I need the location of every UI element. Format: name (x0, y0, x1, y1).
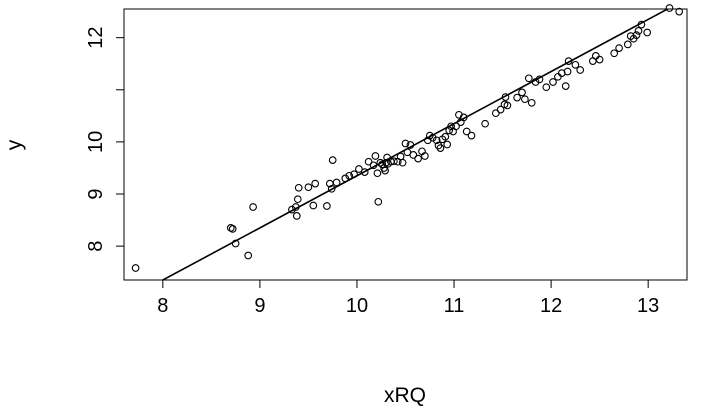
data-point (311, 179, 320, 188)
data-point (491, 109, 500, 118)
data-point (396, 152, 405, 161)
plot-frame (123, 8, 688, 281)
data-point (542, 83, 551, 92)
data-point (309, 201, 318, 210)
data-point (231, 239, 240, 248)
y-tick-label: 10 (85, 131, 107, 153)
data-point (501, 93, 510, 101)
data-point (610, 49, 619, 58)
x-axis-title: xRQ (384, 384, 426, 407)
x-tick-label: 8 (157, 295, 168, 317)
data-point (328, 156, 337, 164)
data-point (561, 82, 570, 90)
data-point (249, 203, 257, 211)
data-point (459, 113, 468, 122)
y-axis-title: y (3, 139, 26, 150)
x-tick-label: 9 (254, 295, 265, 317)
x-tick-label: 12 (540, 295, 562, 317)
data-point (414, 154, 422, 163)
data-point (376, 158, 385, 167)
data-point (643, 28, 652, 37)
x-tick-label: 13 (637, 295, 659, 317)
data-point (535, 75, 544, 84)
data-point (563, 67, 572, 76)
data-point (531, 78, 540, 86)
data-point (390, 157, 398, 166)
data-point (665, 4, 674, 12)
data-point (436, 144, 445, 152)
axes-layer: 8 9 10 11 12 13 8 9 10 12 (85, 27, 659, 317)
data-point (398, 158, 407, 167)
data-point (443, 140, 452, 149)
data-point (293, 195, 302, 204)
data-point (518, 88, 526, 97)
data-point (360, 168, 369, 176)
data-point (481, 119, 489, 128)
data-point (378, 160, 387, 169)
data-point (369, 161, 378, 170)
x-tick-label: 10 (346, 295, 368, 317)
data-point (527, 98, 536, 107)
data-point (462, 127, 471, 136)
data-point (554, 72, 562, 81)
data-point (576, 66, 585, 74)
data-point (467, 131, 476, 140)
data-point (131, 264, 140, 272)
data-point (524, 74, 533, 83)
data-point (382, 158, 390, 167)
data-point (291, 203, 300, 211)
data-point (421, 152, 429, 160)
x-tick-label: 11 (444, 295, 465, 317)
data-point (513, 93, 521, 102)
data-point (632, 31, 641, 39)
data-point (332, 178, 341, 187)
data-point (288, 205, 296, 214)
data-point (292, 212, 301, 220)
fit-line (161, 9, 670, 280)
data-point (452, 122, 460, 131)
data-point (244, 251, 253, 260)
data-point (228, 225, 237, 233)
data-point (406, 141, 415, 149)
data-point (428, 133, 437, 142)
data-point (373, 169, 382, 178)
y-tick-label: 9 (85, 188, 107, 199)
data-point (615, 44, 623, 52)
data-point (496, 105, 505, 114)
data-point (327, 184, 336, 193)
data-point (503, 101, 512, 110)
y-tick-label: 8 (85, 241, 107, 252)
data-point (549, 78, 557, 86)
data-point (591, 52, 600, 60)
data-point (294, 183, 303, 192)
data-point (432, 136, 441, 145)
data-point (675, 7, 684, 16)
data-point (447, 122, 455, 131)
data-point (381, 166, 389, 175)
data-point (595, 55, 604, 64)
fit-line-layer (161, 9, 670, 280)
data-point (374, 197, 383, 206)
data-point (634, 27, 643, 35)
data-point (445, 126, 454, 135)
data-point (564, 57, 573, 65)
data-point (323, 202, 331, 210)
y-tick-label: 12 (85, 27, 107, 49)
data-point (401, 139, 410, 148)
data-point (521, 95, 529, 104)
data-point (345, 171, 354, 180)
data-point (364, 157, 373, 166)
data-point (371, 152, 380, 160)
data-point (350, 170, 358, 179)
data-point (409, 151, 418, 159)
data-point (571, 60, 580, 69)
data-point (355, 165, 363, 173)
data-point (341, 174, 350, 183)
data-point (441, 132, 450, 141)
data-point (304, 183, 313, 192)
data-point (623, 40, 632, 49)
points-layer (131, 4, 684, 272)
data-point (637, 20, 646, 29)
